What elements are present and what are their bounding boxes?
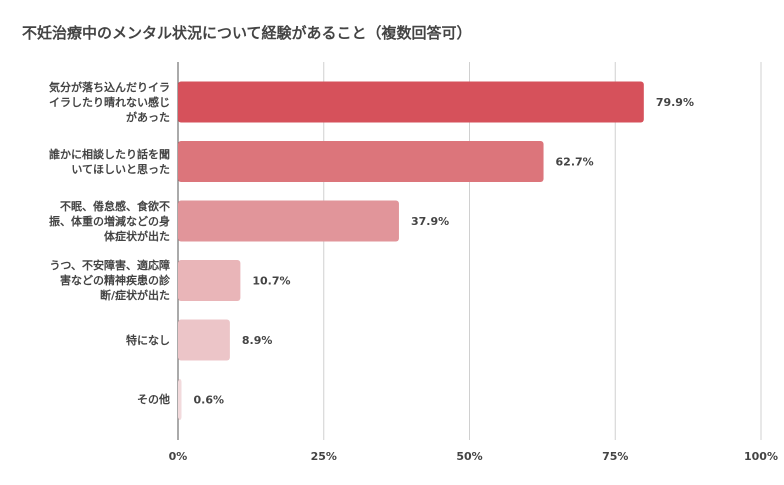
bar: [178, 379, 182, 420]
category-label: 不眠、倦怠感、食欲不 振、体重の増減などの身 体症状が出た: [20, 199, 170, 244]
bar: [178, 141, 544, 182]
bar: [178, 319, 230, 361]
x-tick-label: 50%: [456, 450, 482, 463]
bar: [178, 200, 399, 242]
category-label-line: うつ、不安障害、適応障: [49, 259, 170, 272]
bar-value-label: 0.6%: [193, 394, 224, 407]
bar-value-label: 37.9%: [411, 215, 449, 228]
category-label: 特になし: [20, 333, 170, 348]
bar-value-label: 62.7%: [556, 156, 594, 169]
bar-value-label: 79.9%: [656, 96, 694, 109]
category-label: 気分が落ち込んだりイラ イラしたり晴れない感じ があった: [20, 80, 170, 125]
category-label-line: 誰かに相談したり話を聞: [49, 147, 170, 161]
bar-value-label: 8.9%: [242, 334, 273, 347]
bar: [178, 81, 644, 123]
category-label-line: 特になし: [126, 333, 170, 347]
category-label-line: 振、体重の増減などの身: [49, 214, 170, 228]
x-tick-label: 0%: [169, 450, 188, 463]
x-tick-label: 100%: [744, 450, 778, 463]
category-label-line: があった: [126, 110, 170, 124]
category-label-line: 断/症状が出た: [99, 289, 170, 302]
category-label-line: その他: [137, 393, 170, 406]
category-label: 誰かに相談したり話を聞 いてほしいと思った: [20, 147, 170, 177]
chart-title: 不妊治療中のメンタル状況について経験があること（複数回答可）: [22, 24, 472, 42]
x-tick-label: 25%: [311, 450, 337, 463]
category-label: うつ、不安障害、適応障害などの精神疾患の診断/症状が出た: [20, 258, 170, 303]
x-tick-label: 75%: [602, 450, 628, 463]
category-label-line: 害などの精神疾患の診: [60, 274, 170, 287]
bar: [178, 260, 241, 301]
category-label-line: イラしたり晴れない感じ: [49, 95, 170, 109]
category-label: その他: [20, 392, 170, 407]
category-label-line: 気分が落ち込んだりイラ: [49, 80, 170, 94]
category-label-line: 体症状が出た: [104, 229, 170, 243]
bar-value-label: 10.7%: [252, 275, 290, 288]
category-label-line: 不眠、倦怠感、食欲不: [60, 199, 170, 213]
category-label-line: いてほしいと思った: [71, 162, 170, 176]
